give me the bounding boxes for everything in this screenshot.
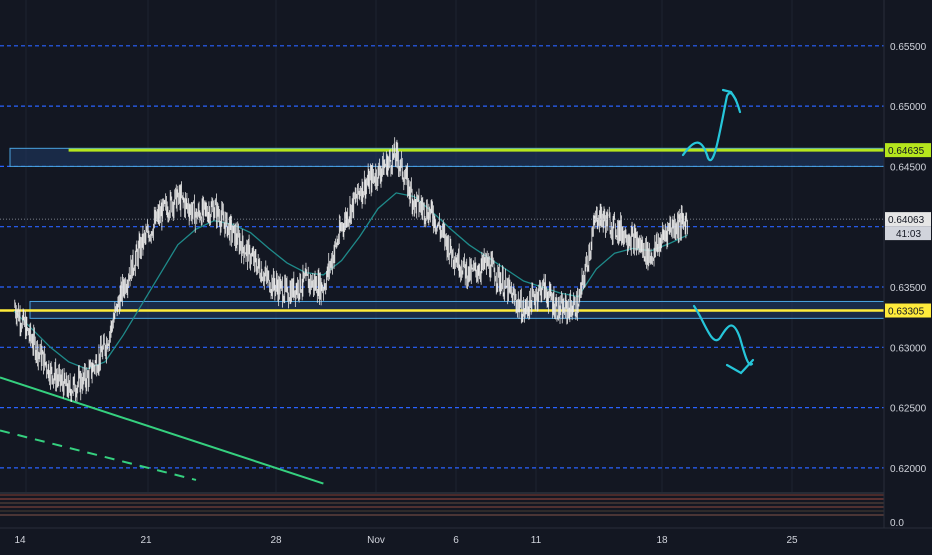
trend-lines[interactable] [0, 376, 324, 485]
price-tick-label: 0.65500 [890, 42, 927, 53]
countdown-bg [885, 226, 931, 241]
time-tick-label: 18 [656, 535, 668, 546]
time-axis[interactable]: 14 21 28 Nov 6 11 18 25 [0, 527, 932, 550]
forecast-arrows[interactable] [681, 88, 755, 375]
price-badge-text: 0.64635 [888, 146, 925, 157]
volume-stripe [0, 506, 884, 508]
price-tick-label: 0.62500 [890, 404, 927, 415]
price-axis-background [884, 0, 932, 550]
price-tick-label: 0.63500 [890, 283, 927, 294]
price-badge[interactable]: 0.63305 [885, 303, 931, 318]
price-badge-text: 0.64063 [888, 215, 925, 226]
time-tick-label: 21 [140, 535, 152, 546]
forecast-arrow-down[interactable] [692, 304, 754, 366]
price-tick-label: 0.65000 [890, 102, 927, 113]
volume-pane [0, 492, 884, 516]
price-badge-bg [885, 303, 931, 318]
volume-stripe [0, 502, 884, 504]
price-tick-label: 0.64500 [890, 162, 927, 173]
moving-average-line [13, 192, 688, 370]
volume-stripe [0, 494, 884, 496]
price-badge[interactable]: 0.64635 [885, 143, 931, 158]
countdown-text: 41:03 [896, 229, 921, 240]
price-badge-bg [885, 143, 931, 158]
trend-line-dashed[interactable] [0, 429, 197, 481]
volume-stripe [0, 510, 884, 512]
forecast-arrow-down-head[interactable] [725, 358, 755, 375]
price-candles [14, 137, 688, 402]
price-badge-text: 0.63305 [888, 307, 925, 318]
time-tick-label: 6 [453, 535, 459, 546]
time-axis-background [0, 528, 932, 550]
time-tick-label: Nov [367, 535, 385, 546]
time-tick-label: 11 [531, 535, 542, 546]
grid [25, 0, 793, 492]
price-tick-label: 0.62000 [890, 464, 927, 475]
price-zones[interactable] [0, 147, 885, 319]
price-tick-label: 0.63000 [890, 343, 927, 354]
time-tick-label: 25 [786, 535, 798, 546]
trend-line[interactable] [0, 376, 324, 485]
volume-stripe [0, 498, 884, 500]
price-badge-bg [885, 212, 931, 227]
volume-stripe [0, 514, 884, 516]
price-badge[interactable]: 0.64063 41:03 [885, 212, 931, 241]
time-tick-label: 14 [14, 535, 26, 546]
forecast-arrow-up-head[interactable] [721, 88, 738, 102]
time-tick-label: 28 [270, 535, 282, 546]
moving-average [13, 192, 688, 370]
volume-axis-label: 0.0 [890, 518, 904, 529]
